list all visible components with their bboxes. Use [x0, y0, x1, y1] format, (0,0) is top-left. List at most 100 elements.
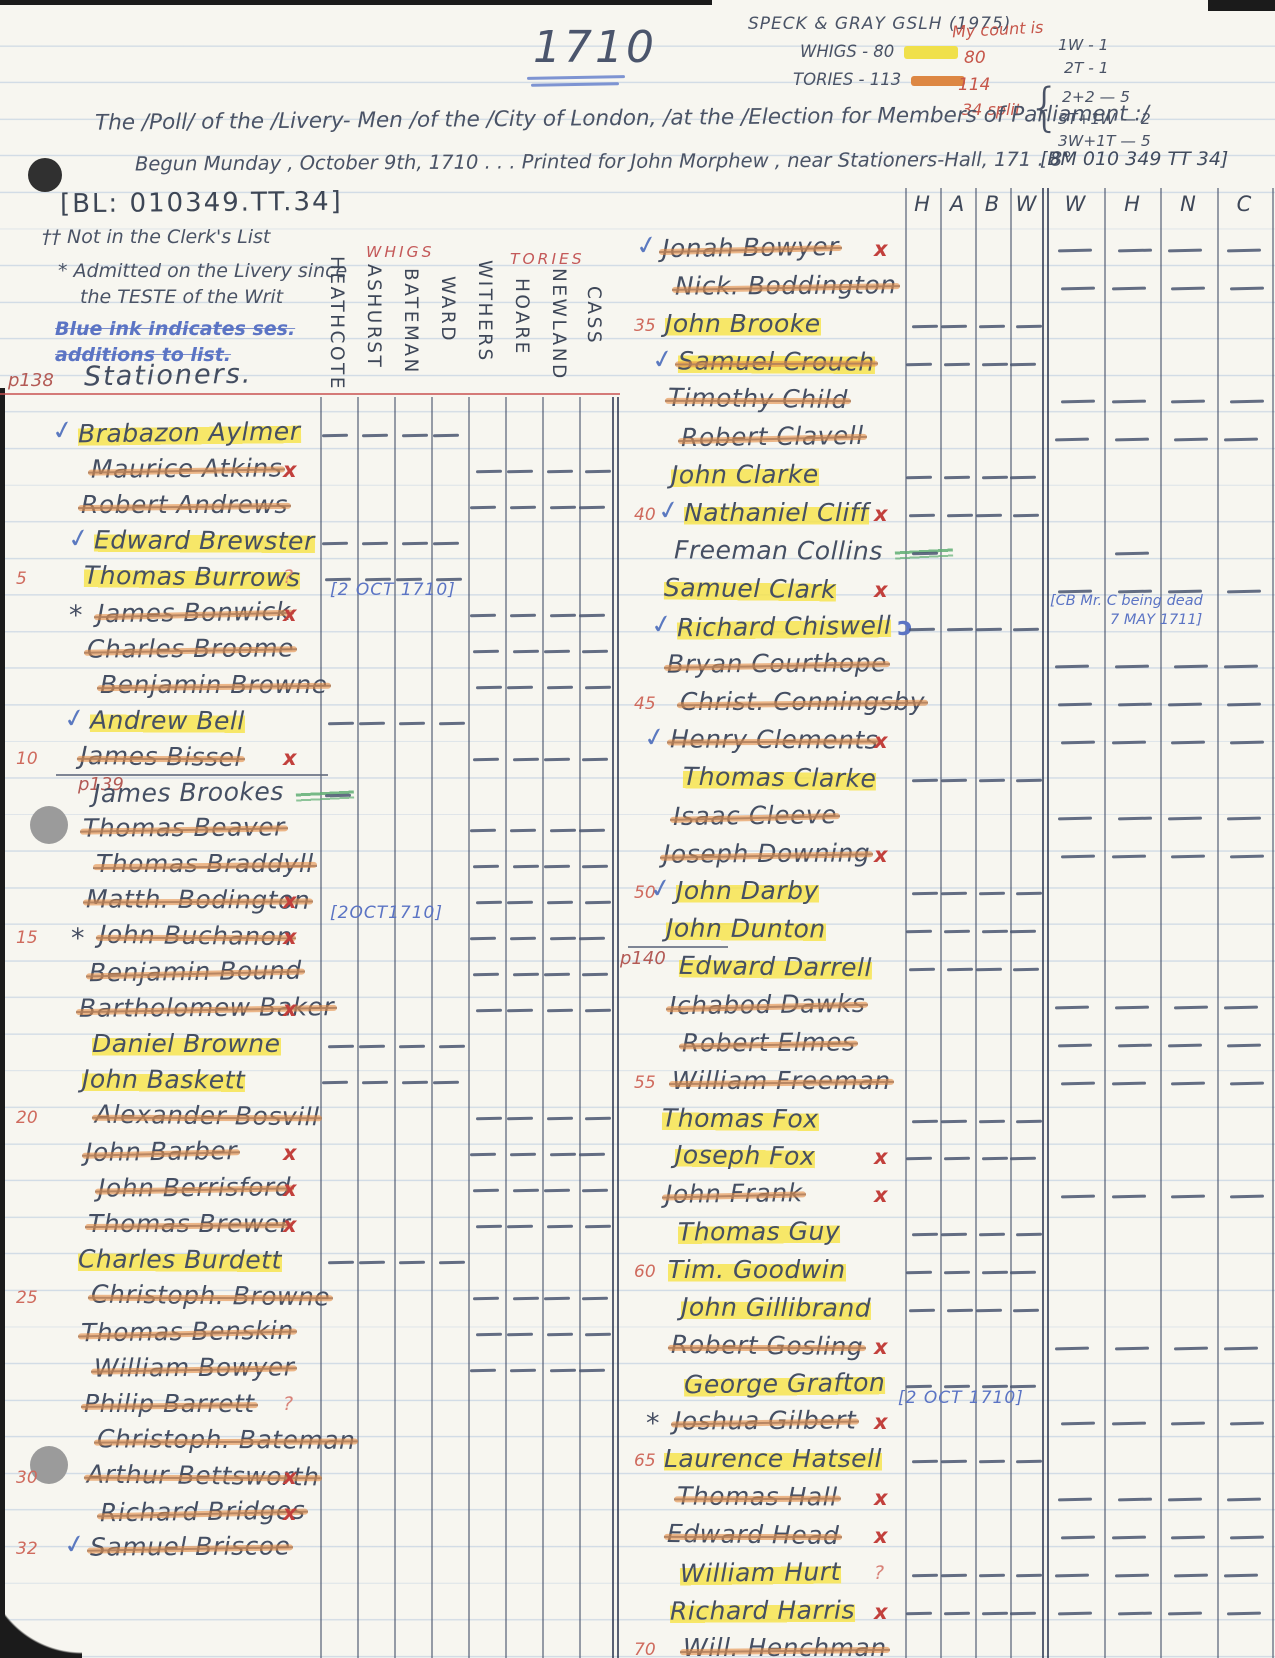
check-mark: ✓: [648, 607, 676, 642]
vote-dash-mark: [978, 778, 1006, 783]
vote-dash-mark: [584, 469, 612, 474]
vote-dash-mark: [578, 1152, 606, 1157]
vote-dash-mark: [1223, 437, 1259, 442]
vote-dash-mark: [1223, 1573, 1259, 1578]
red-x-mark: x: [283, 457, 297, 482]
voter-row: Thomas Beaver: [83, 813, 285, 847]
voter-row: Maurice Atkins: [90, 453, 283, 488]
margin-number: 15: [16, 928, 38, 949]
vote-dash-mark: [1117, 702, 1153, 707]
vote-dash-mark: [1114, 664, 1150, 669]
voter-row: Alexander Bosvill: [95, 1100, 320, 1135]
split-line-3: 3W+1T — 5: [1058, 132, 1151, 150]
voter-name: Richard Bridges: [99, 1495, 306, 1527]
voter-row: Thomas Burrows: [83, 560, 301, 596]
vote-dash-mark: [1009, 1384, 1037, 1388]
grid-line: [617, 397, 619, 1658]
voter-name: Samuel Briscoe: [89, 1531, 291, 1563]
voter-name: Maurice Atkins: [90, 453, 283, 484]
star-note-line2: the TESTE of the Writ: [80, 286, 284, 308]
vote-dash-mark: [578, 613, 606, 618]
voter-name: Philip Barrett: [84, 1388, 255, 1418]
voter-row: John Buchanon: [99, 920, 293, 955]
vote-dash-mark: [472, 1188, 500, 1193]
vote-dash-mark: [940, 778, 968, 783]
vote-dash-mark: [546, 1224, 574, 1229]
check-mark: ✓: [633, 229, 661, 263]
vote-dash-mark: [578, 829, 606, 833]
vote-dash-mark: [1173, 1005, 1209, 1010]
vote-dash-mark: [543, 972, 571, 977]
vote-dash-mark: [1111, 400, 1147, 404]
grid-line: [394, 397, 396, 1658]
voter-row: Thomas Hall: [677, 1482, 838, 1516]
vote-dash-mark: [1015, 892, 1043, 896]
cb-death-annotation: [CB Mr. C being dead 7 MAY 1711]: [1050, 592, 1203, 630]
vote-dash-mark: [1226, 702, 1262, 707]
vote-dash-mark: [943, 475, 971, 480]
vote-dash-mark: [549, 937, 577, 941]
scan-edge-top: [0, 0, 712, 5]
voter-row: Thomas Benskin: [81, 1315, 294, 1351]
voter-name: James Bonwick: [96, 596, 291, 628]
red-x-mark: x: [283, 1212, 297, 1237]
voter-row: Daniel Browne: [92, 1029, 281, 1063]
vote-dash-mark: [1111, 1421, 1147, 1426]
vote-dash-mark: [1170, 286, 1206, 291]
vote-dash-mark: [1111, 854, 1147, 858]
voter-name: Will. Henchman: [683, 1633, 887, 1658]
vote-dash-mark: [512, 865, 540, 869]
red-x-mark: x: [874, 1410, 888, 1435]
voter-name: Benjamin Browne: [100, 669, 328, 699]
vote-dash-mark: [1114, 1005, 1150, 1010]
vote-dash-mark: [1009, 475, 1037, 480]
vote-dash-mark: [506, 1224, 534, 1229]
vote-dash-mark: [943, 1157, 971, 1161]
voter-row: John Dunton: [665, 913, 826, 948]
vote-dash-mark: [584, 1332, 612, 1337]
vote-dash-mark: [1170, 854, 1206, 858]
red-question-mark: ?: [283, 1392, 294, 1415]
vote-dash-mark: [1226, 1043, 1262, 1048]
grid-header-letter-b: B: [984, 192, 1000, 216]
grid-line: [431, 397, 433, 1658]
voter-name: William Freeman: [672, 1065, 891, 1095]
vote-dash-mark: [943, 930, 971, 934]
voter-name: Joseph Fox: [674, 1140, 816, 1173]
voter-row: John Frank: [665, 1178, 803, 1213]
red-x-mark: x: [874, 577, 888, 602]
vote-dash-mark: [975, 627, 1003, 631]
vote-dash-mark: [506, 901, 534, 905]
voter-name: William Bowyer: [93, 1352, 295, 1383]
shelfmark-bm: [BM 010 349 TT 34]: [1040, 148, 1229, 170]
voter-name: Matth. Bodington: [85, 884, 311, 916]
grid-line: [1160, 188, 1162, 1658]
red-x-mark: x: [874, 501, 888, 526]
voter-name: Freeman Collins: [673, 535, 883, 566]
page-label-p139: p139: [78, 773, 124, 795]
vote-dash-mark: [543, 649, 571, 653]
vote-dash-mark: [940, 1459, 968, 1464]
vote-dash-mark: [978, 892, 1006, 896]
vote-dash-mark: [911, 551, 939, 556]
vote-dash-mark: [1012, 627, 1040, 631]
grid-header-letter-n: N: [1180, 192, 1196, 216]
voter-name: John Baskett: [81, 1064, 246, 1096]
grid-line: [579, 397, 581, 1658]
voter-name: Andrew Bell: [89, 705, 245, 737]
vote-dash-mark: [401, 541, 429, 546]
candidate-name-ward: WARD: [437, 276, 458, 344]
vote-dash-mark: [1009, 1157, 1037, 1161]
vote-dash-mark: [506, 469, 534, 474]
vote-dash-mark: [321, 541, 349, 546]
voter-row: Andrew Bell: [89, 705, 245, 740]
margin-number: 5: [16, 568, 27, 589]
margin-number: 10: [16, 748, 38, 769]
red-note-80: 80: [964, 48, 986, 68]
vote-dash-mark: [908, 627, 936, 631]
hole-punch-top: [28, 158, 62, 192]
brace-glyph: {: [1028, 78, 1062, 138]
voter-name: Christ. Conningsby: [680, 687, 926, 717]
vote-dash-mark: [543, 1188, 571, 1193]
grid-line: [1217, 188, 1219, 1658]
